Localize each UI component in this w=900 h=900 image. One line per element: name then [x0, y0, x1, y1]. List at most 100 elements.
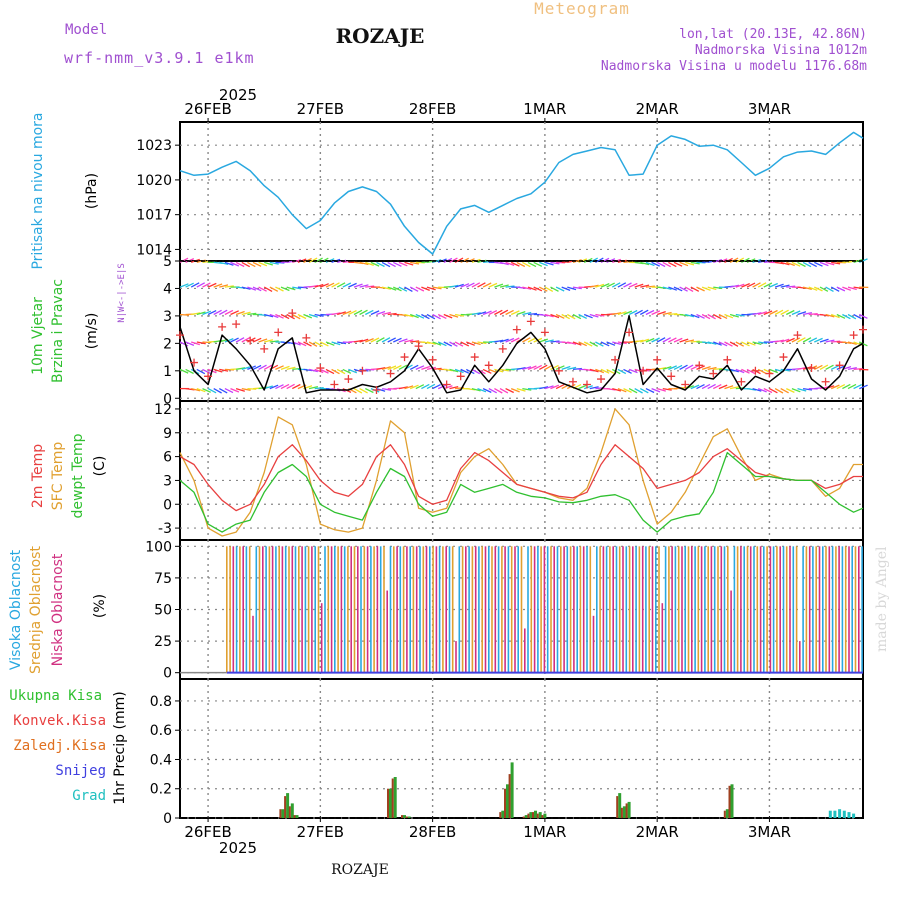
wind-arrow: [494, 283, 504, 288]
wind-arrow: [797, 337, 806, 343]
wind-arrow: [606, 282, 615, 288]
wind-arrow: [645, 285, 655, 288]
wind-arrow: [662, 337, 672, 343]
wind-gust-marker: [709, 369, 718, 378]
wind-arrow: [477, 311, 487, 316]
wind-arrow: [320, 368, 329, 374]
wind-arrow: [308, 385, 319, 390]
wind-panel: [179, 260, 864, 402]
wind-gust-marker: [849, 331, 858, 340]
wind-arrow: [572, 367, 582, 371]
y-tick-label: 75: [154, 571, 172, 587]
wind-arrow: [235, 337, 245, 343]
wind-arrow: [263, 286, 273, 292]
y-tick-label: 1023: [136, 138, 172, 154]
wind-arrow: [757, 387, 767, 393]
wind-arrow: [640, 368, 650, 372]
wind-arrow: [578, 341, 587, 347]
y-tick-label: 0: [163, 666, 172, 682]
chart-title: Meteogram: [534, 0, 630, 18]
wind-arrow: [381, 366, 391, 371]
precip-legend-conv: Konvek.Kisa: [13, 713, 106, 729]
y-tick-label: 0: [163, 497, 172, 513]
wind-arrow: [735, 283, 745, 288]
wind-arrow: [617, 368, 627, 375]
wind-arrow: [263, 364, 273, 370]
wind-arrow: [449, 313, 459, 318]
wind-arrow: [247, 286, 257, 291]
wind-gust-marker: [554, 366, 563, 375]
wind-arrow: [488, 282, 498, 288]
wind-arrow: [336, 282, 346, 288]
wind-arrow: [539, 338, 549, 343]
wind-arrow: [404, 261, 414, 266]
wind-arrow: [482, 282, 492, 288]
wind-arrow: [421, 383, 430, 390]
wind-arrow: [527, 365, 537, 371]
wind-arrow: [426, 341, 436, 345]
precip-total-bar: [403, 815, 406, 818]
wind-arrow: [623, 368, 632, 374]
y-tick-label: 0.2: [150, 782, 172, 798]
wind-arrow: [808, 313, 818, 316]
wind-arrow: [275, 286, 284, 292]
wind-arrow: [859, 384, 868, 390]
wind-arrow: [847, 313, 857, 320]
wind-arrow: [533, 364, 542, 370]
bottom-day-label: 3MAR: [748, 823, 791, 841]
wind-arrow: [617, 311, 627, 316]
precip-total-bar: [725, 809, 729, 818]
wind-arrow: [735, 313, 745, 317]
wind-arrow: [393, 364, 402, 370]
precip-legend-total: Ukupna Kisa: [9, 688, 102, 704]
wind-arrow: [499, 284, 509, 288]
bottom-day-label: 28FEB: [409, 823, 456, 841]
wind-arrow: [353, 388, 363, 394]
temp-labels: 2m Temp SFC Temp dewpt Temp (C): [30, 433, 108, 518]
wind-arrow: [393, 261, 402, 267]
wind-arrow: [589, 284, 599, 288]
cloud-labels: Visoka Oblacnost Srednja Oblacnost Niska…: [8, 546, 108, 674]
wind-arrow: [280, 365, 290, 371]
wind-gust-marker: [582, 380, 591, 389]
top-day-label: 2MAR: [636, 100, 679, 118]
wind-gust-marker: [625, 328, 634, 337]
wind-arrow: [241, 337, 251, 343]
wind-arrow: [690, 340, 700, 343]
wind-arrow: [370, 261, 380, 267]
wind-arrow: [269, 384, 279, 390]
wind-arrow: [421, 286, 430, 292]
wind-gust-marker: [246, 336, 255, 345]
wind-arrow: [398, 338, 408, 343]
wind-arrow: [398, 286, 408, 292]
wind-labels: 10m Vjetar Brzina i Pravac (m/s) N|W<-|-…: [30, 263, 127, 383]
precip-conv-bar: [391, 778, 394, 818]
wind-arrow: [802, 337, 812, 343]
wind-gust-marker: [358, 366, 367, 375]
wind-arrow: [746, 282, 756, 288]
wind-arrow: [460, 283, 470, 288]
y-tick-label: 0.8: [150, 694, 172, 710]
wind-arrow: [544, 286, 554, 292]
wind-gust-marker: [653, 355, 662, 364]
wind-arrow: [550, 313, 560, 319]
wind-arrow: [191, 387, 201, 392]
wind-arrow: [673, 364, 683, 370]
wind-arrow: [308, 368, 318, 373]
wind-arrow: [241, 261, 251, 268]
wind-arrow: [505, 388, 514, 394]
precip-total-bar: [534, 810, 537, 818]
wind-arrow: [757, 368, 767, 375]
wind-arrow: [842, 286, 852, 291]
wind-arrow: [578, 384, 588, 390]
wind-arrow: [802, 387, 813, 391]
wind-arrow: [213, 368, 223, 373]
wind-arrow: [359, 284, 369, 288]
wind-arrow: [825, 339, 835, 343]
wind-arrow: [668, 312, 678, 316]
wind-arrow: [179, 313, 190, 316]
wind-gust-marker: [667, 372, 676, 381]
wind-arrow: [207, 310, 217, 316]
wind-arrow: [808, 286, 818, 291]
wind-arrow: [847, 286, 857, 291]
